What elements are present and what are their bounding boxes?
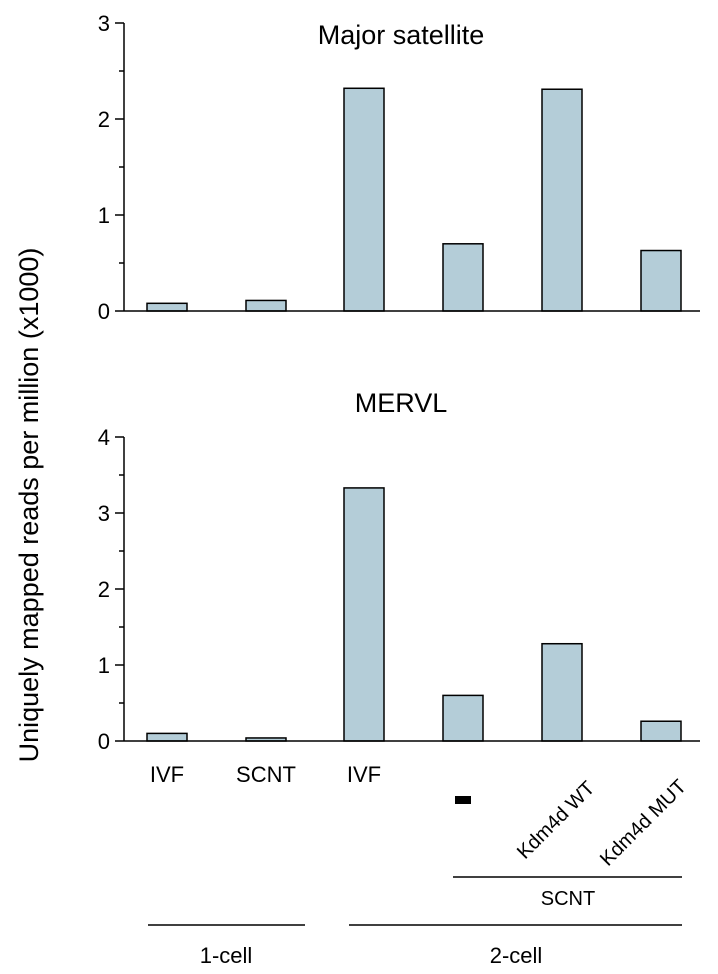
panel-major-satellite: Major satellite 0 1 2 3 (98, 11, 700, 324)
category-label-none-dash (455, 796, 471, 804)
y-tick-label: 3 (98, 11, 110, 36)
y-tick-label: 1 (98, 203, 110, 228)
y-tick-label: 0 (98, 299, 110, 324)
bar-kdm4d-mut-5 (640, 720, 682, 742)
bar-kdm4d-wt-4 (541, 642, 583, 742)
panel-mervl: MERVL 0 1 2 3 4 (98, 388, 700, 754)
scnt-group-label: SCNT (541, 888, 595, 910)
y-tick-label: 2 (98, 107, 110, 132)
y-tick-label: 0 (98, 729, 110, 754)
y-tick-label: 3 (98, 501, 110, 526)
bar-kdm4d-wt-4 (541, 88, 583, 312)
bar-ivf-0 (146, 732, 188, 742)
bar-none-3 (442, 694, 484, 742)
category-label-kdm4d-wt: Kdm4d WT (513, 777, 599, 863)
bar-ivf-2 (343, 487, 385, 742)
bar-scnt-1 (245, 299, 287, 312)
bar-ivf-0 (146, 302, 188, 312)
y-tick-label: 2 (98, 577, 110, 602)
y-tick-label: 1 (98, 653, 110, 678)
category-label-ivf-1cell: IVF (150, 762, 184, 787)
panel-title: Major satellite (318, 20, 485, 50)
one-cell-group-label: 1-cell (200, 943, 253, 968)
bar-ivf-2 (343, 87, 385, 312)
category-label-scnt-1cell: SCNT (236, 762, 296, 787)
y-axis-label: Uniquely mapped reads per million (x1000… (14, 248, 44, 763)
bar-kdm4d-mut-5 (640, 249, 682, 312)
category-label-ivf-2cell: IVF (347, 762, 381, 787)
two-cell-group-label: 2-cell (490, 943, 543, 968)
category-label-kdm4d-mut: Kdm4d MUT (596, 776, 691, 871)
bar-none-3 (442, 243, 484, 312)
panel-title: MERVL (355, 388, 448, 418)
y-tick-label: 4 (98, 425, 110, 450)
